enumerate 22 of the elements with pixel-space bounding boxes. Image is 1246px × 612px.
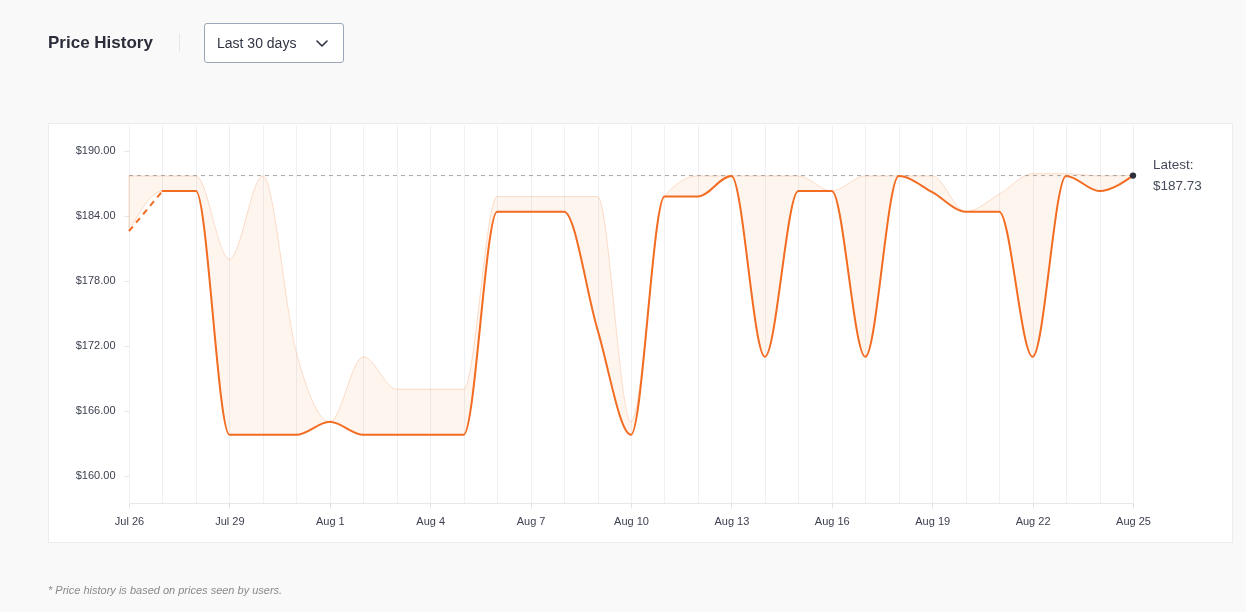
- y-tick-label: $178.00: [75, 274, 116, 287]
- x-tick-label: Aug 7: [516, 514, 546, 527]
- ref-line-label: Latest: $187.73: [1153, 157, 1202, 194]
- chart-title: Price History: [48, 33, 153, 53]
- y-tick-label: $172.00: [75, 339, 116, 352]
- y-tick-label: $190.00: [75, 144, 116, 157]
- text: * Price history is based on prices seen by users.: [48, 583, 283, 597]
- x-tick-label: Aug 16: [814, 514, 850, 527]
- dropdown: Last 30 days: [204, 23, 344, 63]
- chart-subtitle: Last 30 days: [217, 35, 297, 51]
- x-tick-label: Aug 22: [1015, 514, 1051, 527]
- x-tick-label: Aug 19: [915, 514, 951, 527]
- y-tick-label: $160.00: [75, 469, 116, 482]
- y-tick-label: $184.00: [75, 209, 116, 222]
- x-tick-label: Aug 13: [714, 514, 750, 527]
- x-tick-label: Aug 4: [416, 514, 446, 527]
- x-tick-label: Aug 25: [1116, 514, 1151, 527]
- y-tick-label: $166.00: [75, 404, 116, 417]
- x-tick-label: Aug 1: [315, 514, 345, 527]
- x-tick-label: Jul 26: [114, 514, 145, 527]
- x-tick-label: Jul 29: [215, 514, 245, 527]
- x-tick-label: Aug 10: [614, 514, 649, 527]
